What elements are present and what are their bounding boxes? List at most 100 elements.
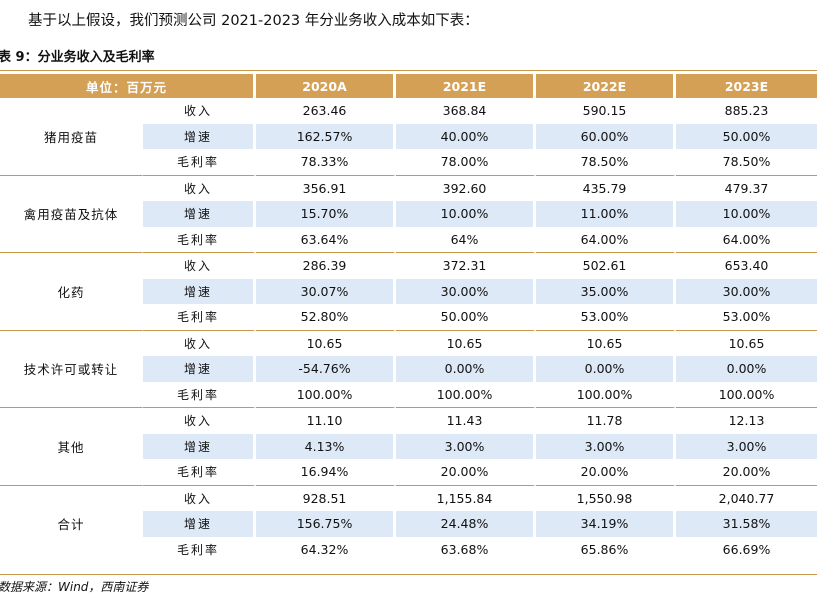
value-cell: 20.00% xyxy=(396,459,537,485)
metric-label: 收入 xyxy=(143,252,257,279)
revenue-table: 单位：百万元 2020A 2021E 2022E 2023E 猪用疫苗 收入 263… xyxy=(0,74,817,562)
value-cell: 30.07% xyxy=(256,278,397,304)
segment-name: 技术许可或转让 xyxy=(0,329,143,407)
metric-label: 增速 xyxy=(143,433,257,459)
bottom-rule xyxy=(0,574,817,575)
metric-label: 收入 xyxy=(143,174,257,201)
value-cell: 12.13 xyxy=(676,407,817,434)
metric-label: 毛利率 xyxy=(143,536,257,562)
value-cell: 502.61 xyxy=(536,252,677,279)
value-cell: 928.51 xyxy=(256,484,397,511)
table-row: 合计 收入 928.51 1,155.84 1,550.98 2,040.77 xyxy=(0,484,817,562)
intro-text: 基于以上假设，我们预测公司 2021-2023 年分业务收入成本如下表： xyxy=(28,13,479,29)
value-cell: 10.00% xyxy=(396,201,537,227)
value-cell: 1,550.98 xyxy=(536,484,677,511)
value-cell: 15.70% xyxy=(256,201,397,227)
metric-label: 收入 xyxy=(143,98,257,124)
value-cell: 11.00% xyxy=(536,201,677,227)
year-header-2020A: 2020A xyxy=(256,74,397,98)
segment-name: 合计 xyxy=(0,484,143,562)
value-cell: 20.00% xyxy=(676,459,817,485)
value-cell: 392.60 xyxy=(396,174,537,201)
value-cell: 64% xyxy=(396,226,537,252)
metric-label: 增速 xyxy=(143,201,257,227)
value-cell: 3.00% xyxy=(396,433,537,459)
value-cell: 65.86% xyxy=(536,536,677,562)
year-header-2022E: 2022E xyxy=(536,74,677,98)
value-cell: 52.80% xyxy=(256,304,397,330)
table-row: 增速 156.75% 24.48% 34.19% 31.58% xyxy=(0,511,817,537)
value-cell: 156.75% xyxy=(256,511,397,537)
value-cell: 4.13% xyxy=(256,433,397,459)
metric-label: 收入 xyxy=(143,329,257,356)
metric-label: 毛利率 xyxy=(143,226,257,252)
value-cell: 479.37 xyxy=(676,174,817,201)
value-cell: 368.84 xyxy=(396,98,537,124)
unit-header: 单位：百万元 xyxy=(0,74,257,98)
metric-label: 增速 xyxy=(143,511,257,537)
value-cell: 31.58% xyxy=(676,511,817,537)
value-cell: 372.31 xyxy=(396,252,537,279)
top-rule xyxy=(0,70,817,71)
source-note: 数据来源：Wind，西南证券 xyxy=(0,580,149,594)
table-row: 增速 4.13% 3.00% 3.00% 3.00% xyxy=(0,433,817,459)
value-cell: 78.33% xyxy=(256,149,397,175)
value-cell: 30.00% xyxy=(396,278,537,304)
value-cell: 10.65 xyxy=(676,329,817,356)
value-cell: 100.00% xyxy=(536,381,677,407)
table-caption: 表 9：分业务收入及毛利率 xyxy=(0,50,155,65)
value-cell: 20.00% xyxy=(536,459,677,485)
value-cell: 16.94% xyxy=(256,459,397,485)
table-row: 增速 30.07% 30.00% 35.00% 30.00% xyxy=(0,278,817,304)
value-cell: 78.50% xyxy=(676,149,817,175)
value-cell: 885.23 xyxy=(676,98,817,124)
table-body: 猪用疫苗 收入 263.46 368.84 590.15 885.23 增速 162.57% 4… xyxy=(0,98,817,562)
value-cell: 590.15 xyxy=(536,98,677,124)
value-cell: 3.00% xyxy=(676,433,817,459)
metric-label: 毛利率 xyxy=(143,149,257,175)
table-row: 猪用疫苗 收入 263.46 368.84 590.15 885.23 xyxy=(0,98,817,175)
value-cell: 11.43 xyxy=(396,407,537,434)
metric-label: 毛利率 xyxy=(143,459,257,485)
table-row: 增速 -54.76% 0.00% 0.00% 0.00% xyxy=(0,356,817,382)
metric-label: 增速 xyxy=(143,278,257,304)
value-cell: 30.00% xyxy=(676,278,817,304)
metric-label: 毛利率 xyxy=(143,304,257,330)
value-cell: 653.40 xyxy=(676,252,817,279)
value-cell: 10.00% xyxy=(676,201,817,227)
value-cell: 0.00% xyxy=(676,356,817,382)
table-row: 化药 收入 286.39 372.31 502.61 653.40 xyxy=(0,252,817,330)
table-header-row: 单位：百万元 2020A 2021E 2022E 2023E xyxy=(0,74,817,98)
value-cell: 64.00% xyxy=(536,226,677,252)
value-cell: 1,155.84 xyxy=(396,484,537,511)
metric-label: 收入 xyxy=(143,484,257,511)
value-cell: 34.19% xyxy=(536,511,677,537)
table-row: 毛利率 64.32% 63.68% 65.86% 66.69% xyxy=(0,536,817,562)
value-cell: 63.64% xyxy=(256,226,397,252)
value-cell: 64.32% xyxy=(256,536,397,562)
segment-name: 其他 xyxy=(0,407,143,485)
value-cell: 10.65 xyxy=(536,329,677,356)
value-cell: 0.00% xyxy=(536,356,677,382)
segment-name: 猪用疫苗 xyxy=(0,98,143,175)
value-cell: -54.76% xyxy=(256,356,397,382)
table-row: 毛利率 100.00% 100.00% 100.00% 100.00% xyxy=(0,381,817,407)
metric-label: 增速 xyxy=(143,123,257,149)
value-cell: 78.50% xyxy=(536,149,677,175)
value-cell: 435.79 xyxy=(536,174,677,201)
value-cell: 40.00% xyxy=(396,123,537,149)
value-cell: 356.91 xyxy=(256,174,397,201)
table-row: 毛利率 63.64% 64% 64.00% 64.00% xyxy=(0,226,817,252)
table-row: 禽用疫苗及抗体 收入 356.91 392.60 435.79 479.37 xyxy=(0,174,817,252)
value-cell: 263.46 xyxy=(256,98,397,124)
table-row: 增速 15.70% 10.00% 11.00% 10.00% xyxy=(0,201,817,227)
value-cell: 63.68% xyxy=(396,536,537,562)
value-cell: 60.00% xyxy=(536,123,677,149)
value-cell: 50.00% xyxy=(676,123,817,149)
value-cell: 24.48% xyxy=(396,511,537,537)
value-cell: 10.65 xyxy=(396,329,537,356)
table-row: 毛利率 52.80% 50.00% 53.00% 53.00% xyxy=(0,304,817,330)
year-header-2021E: 2021E xyxy=(396,74,537,98)
table-row: 增速 162.57% 40.00% 60.00% 50.00% xyxy=(0,123,817,149)
value-cell: 78.00% xyxy=(396,149,537,175)
